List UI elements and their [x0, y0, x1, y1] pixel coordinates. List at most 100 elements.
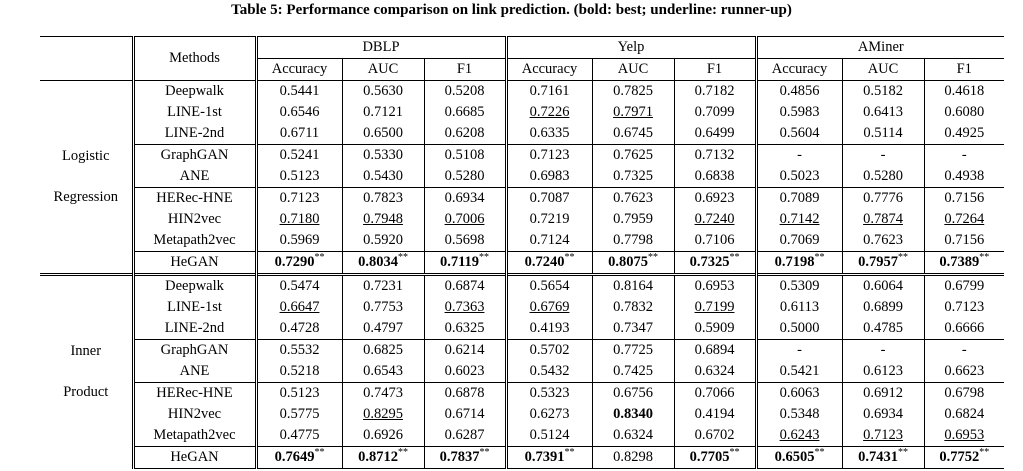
score-value: - [797, 342, 802, 358]
score-cell: 0.6500 [341, 123, 424, 145]
score-value: 0.6324 [613, 427, 653, 443]
score-cell: 0.5532 [254, 339, 342, 361]
score-value: - [880, 342, 886, 358]
score-cell: 0.5023 [754, 166, 843, 188]
score-value: 0.7874 [863, 211, 903, 227]
score-cell: 0.7123 [504, 144, 592, 166]
score-value: 0.7124 [529, 232, 570, 248]
score-cell: 0.5920 [341, 230, 424, 252]
method-name: LINE-2nd [131, 123, 256, 145]
score-cell: 0.7182 [673, 80, 757, 102]
score-cell: 0.6799 [923, 276, 1005, 297]
score-value: 0.6745 [613, 125, 653, 141]
method-name: GraphGAN [131, 144, 256, 166]
score-cell: 0.7425 [591, 361, 674, 383]
metric-header: AUC [341, 58, 424, 81]
score-value: 0.7347 [613, 320, 653, 336]
score-cell: 0.7725 [591, 339, 674, 361]
score-cell: - [841, 339, 925, 361]
score-cell: 0.8298 [591, 446, 674, 469]
score-value: 0.7391 [524, 449, 565, 465]
table-row: HIN2vec 0.5775 0.8295 0.6714 0.6273 0.8340 0.4… [40, 404, 1005, 425]
table-row: GraphGAN 0.5532 0.6825 0.6214 0.5702 0.7725 0.… [40, 339, 1005, 361]
score-value: 0.5630 [363, 83, 403, 99]
score-cell: 0.6080 [923, 102, 1005, 123]
metric-header: Accuracy [254, 58, 342, 81]
score-cell: 0.8075** [591, 251, 674, 275]
score-value: 0.4193 [529, 320, 570, 336]
score-cell: 0.6214 [423, 339, 506, 361]
score-value: 0.7231 [363, 278, 403, 294]
method-name: HIN2vec [131, 404, 256, 425]
score-value: 0.6243 [779, 427, 820, 443]
score-cell: 0.4925 [923, 123, 1005, 145]
score-cell: 0.6064 [841, 276, 925, 297]
score-cell: 0.6287 [423, 425, 506, 447]
score-cell: 0.6798 [923, 382, 1005, 404]
score-cell: 0.7623 [591, 187, 674, 209]
score-value: 0.5280 [863, 168, 903, 184]
score-value: 0.7649 [274, 449, 315, 465]
score-value: 0.7325 [613, 168, 653, 184]
significance-marker: ** [564, 447, 575, 459]
score-cell: 0.7753 [341, 297, 424, 318]
score-value: 0.8712 [358, 449, 398, 465]
score-cell: 0.6623 [923, 361, 1005, 383]
score-value: 0.4618 [944, 83, 985, 99]
score-value: 0.6799 [944, 278, 985, 294]
score-value: 0.6123 [863, 363, 903, 379]
score-cell: 0.6273 [504, 404, 592, 425]
score-value: 0.7389 [939, 254, 980, 270]
score-cell: 0.7948 [341, 209, 424, 230]
score-cell: 0.6324 [673, 361, 757, 383]
section-label-line: Inner [70, 343, 102, 360]
score-cell: 0.5000 [754, 318, 843, 340]
score-value: 0.8295 [363, 406, 403, 422]
score-value: 0.6546 [279, 104, 320, 120]
score-value: 0.5108 [444, 147, 485, 163]
score-value: 0.7623 [863, 232, 903, 248]
score-value: 0.7837 [439, 449, 480, 465]
score-cell: 0.7832 [591, 297, 674, 318]
score-cell: 0.4775 [254, 425, 342, 447]
score-value: 0.8340 [613, 406, 653, 422]
score-cell: 0.6113 [754, 297, 843, 318]
table-row: HERec-HNE 0.5123 0.7473 0.6878 0.5323 0.6756 0… [40, 382, 1005, 404]
header-blank [40, 59, 133, 81]
score-cell: 0.7240** [504, 251, 592, 275]
method-name: Metapath2vec [131, 230, 256, 252]
table-row: Metapath2vec 0.5969 0.5920 0.5698 0.7124 0.77… [40, 230, 1005, 252]
score-cell: 0.6685 [423, 102, 506, 123]
score-cell: 0.5983 [754, 102, 843, 123]
score-cell: 0.4194 [673, 404, 757, 425]
score-value: 0.6934 [863, 406, 903, 422]
score-value: 0.7123 [279, 190, 320, 206]
significance-marker: ** [897, 447, 908, 459]
score-cell: 0.7389** [923, 251, 1005, 275]
table-row: LINE-1st 0.6546 0.7121 0.6685 0.7226 0.7971 0.… [40, 102, 1005, 123]
score-value: 0.7825 [613, 83, 653, 99]
method-name: HERec-HNE [131, 187, 256, 209]
method-name: ANE [131, 166, 256, 188]
score-value: 0.7198 [774, 254, 815, 270]
score-cell: 0.5432 [504, 361, 592, 383]
score-value: 0.7132 [694, 147, 735, 163]
score-value: 0.7199 [694, 299, 735, 315]
score-value: 0.7957 [858, 254, 898, 270]
score-cell: 0.5108 [423, 144, 506, 166]
score-value: 0.8075 [608, 254, 648, 270]
significance-marker: ** [814, 447, 825, 459]
score-value: 0.5604 [779, 125, 820, 141]
score-cell: 0.7837** [423, 446, 506, 469]
score-cell: 0.6023 [423, 361, 506, 383]
significance-marker: ** [814, 252, 825, 264]
score-value: 0.7363 [444, 299, 485, 315]
significance-marker: ** [979, 252, 990, 264]
metric-header: Accuracy [504, 58, 592, 81]
score-cell: 0.6325 [423, 318, 506, 340]
score-cell: 0.7957** [841, 251, 925, 275]
score-value: 0.7473 [363, 385, 403, 401]
score-cell: 0.7198** [754, 251, 843, 275]
score-value: 0.6063 [779, 385, 820, 401]
score-value: 0.7156 [944, 190, 985, 206]
